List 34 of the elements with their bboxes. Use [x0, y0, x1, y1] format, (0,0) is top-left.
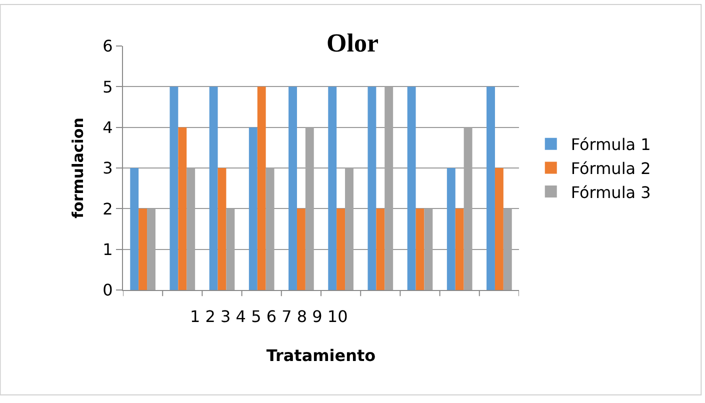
legend-label: Fórmula 3 [570, 182, 651, 202]
legend-label: Fórmula 1 [570, 135, 651, 154]
bar [257, 86, 266, 290]
bar [494, 168, 504, 290]
x-axis-title: Tratamiento [266, 346, 376, 365]
y-tick-label: 6 [102, 36, 113, 56]
bar [416, 208, 424, 290]
legend-label: Fórmula 2 [570, 158, 651, 178]
bar [336, 208, 346, 290]
bar [407, 86, 416, 290]
y-tick-label: 3 [102, 158, 113, 178]
bar [170, 86, 178, 290]
bar [218, 168, 226, 290]
bar [328, 86, 337, 290]
bar [376, 208, 385, 290]
y-tick-label: 1 [102, 240, 113, 259]
text: 1 2 3 4 5 6 7 8 9 10 [190, 307, 348, 326]
bar [209, 86, 218, 290]
bar [446, 168, 456, 290]
chart-title: Olor [326, 28, 378, 58]
bar [455, 208, 464, 290]
y-tick-label: 2 [102, 199, 113, 218]
bar [248, 127, 258, 290]
bar [486, 86, 495, 290]
y-tick-label: 0 [102, 280, 113, 300]
bar [296, 208, 306, 290]
y-tick-label: 5 [102, 77, 113, 96]
bar [368, 86, 376, 290]
bar [130, 168, 139, 290]
y-tick-label: 4 [102, 118, 113, 137]
bar [288, 86, 297, 290]
bar [138, 208, 148, 290]
y-axis-title: formulacion [68, 118, 87, 218]
bar [178, 127, 187, 290]
